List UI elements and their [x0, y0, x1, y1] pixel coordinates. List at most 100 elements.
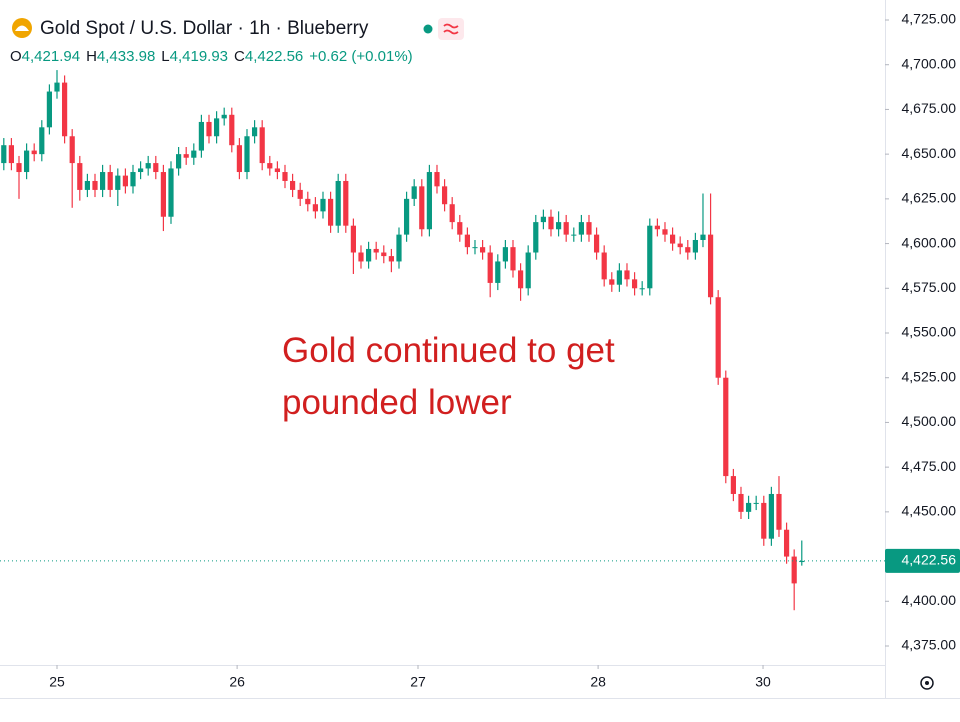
- candle-body: [707, 234, 714, 298]
- candle-body: [335, 180, 341, 226]
- candle-body: [525, 252, 531, 289]
- candle-body: [464, 234, 470, 248]
- candle-body: [609, 279, 615, 285]
- candle-body: [738, 493, 744, 512]
- candle-body: [631, 279, 638, 289]
- candle-body: [692, 239, 698, 253]
- candle-body: [259, 127, 265, 164]
- candle-body: [8, 145, 14, 164]
- candle-body: [191, 150, 197, 158]
- candle-body: [54, 82, 60, 92]
- candle-body: [381, 252, 387, 257]
- data-status-icon[interactable]: [438, 18, 464, 40]
- last-price-tag: [885, 548, 960, 573]
- y-tick-label: 4,450.00: [902, 503, 957, 519]
- candle-body: [449, 204, 455, 223]
- candle-body: [479, 247, 486, 253]
- candle-body: [92, 180, 98, 190]
- candle-body: [365, 248, 372, 262]
- annotation: Gold continued to get pounded lower: [282, 331, 615, 422]
- candle-body: [685, 247, 691, 253]
- candle-body: [533, 222, 539, 253]
- candle-body: [198, 121, 204, 151]
- candle-body: [555, 222, 562, 230]
- candle-body: [616, 270, 622, 285]
- settings-icon[interactable]: [920, 676, 934, 690]
- y-tick-label: 4,600.00: [902, 234, 957, 250]
- candle-body: [517, 270, 524, 289]
- candle-body: [251, 127, 258, 137]
- y-tick-label: 4,625.00: [902, 190, 957, 206]
- ohlc-prefix: O: [10, 48, 22, 65]
- candle-body: [495, 261, 501, 283]
- candle-body: [130, 172, 136, 187]
- candle-body: [783, 529, 790, 557]
- candle-body: [487, 252, 493, 283]
- candle-body: [137, 168, 144, 173]
- plot: [1, 70, 805, 611]
- x-tick-label: 30: [755, 674, 771, 690]
- logo-glyph: [15, 25, 29, 31]
- x-tick-label: 26: [229, 674, 245, 690]
- candle-body: [396, 234, 402, 262]
- candle-body: [677, 243, 683, 248]
- candle-body: [289, 180, 296, 190]
- candle-body: [69, 136, 75, 164]
- ohlc-value: 4,433.98: [97, 48, 155, 65]
- candle-body: [647, 225, 653, 289]
- y-tick-label: 4,375.00: [902, 637, 957, 653]
- candle-body: [563, 222, 569, 235]
- candle-body: [624, 270, 630, 280]
- candle-body: [312, 204, 318, 212]
- candle-body: [586, 222, 592, 235]
- candle-body: [267, 163, 273, 169]
- candle-body: [441, 186, 448, 205]
- y-tick-label: 4,575.00: [902, 279, 957, 295]
- candle-body: [183, 154, 189, 158]
- candle-body: [213, 118, 220, 137]
- candle-body: [122, 175, 128, 187]
- candle-body: [358, 252, 364, 262]
- candle-body: [593, 234, 600, 253]
- candle-body: [305, 198, 311, 205]
- candle-body: [457, 222, 463, 235]
- candle-body: [761, 502, 767, 539]
- candle-body: [282, 172, 288, 181]
- candle-body: [426, 172, 432, 230]
- candle-body: [99, 172, 106, 190]
- candle-body: [662, 229, 668, 235]
- candle-body: [601, 252, 607, 280]
- candle-body: [472, 247, 478, 249]
- candle-body: [540, 216, 546, 223]
- candle-body: [160, 172, 166, 217]
- candle-body: [274, 168, 280, 173]
- y-tick-label: 4,475.00: [902, 458, 957, 474]
- candle-body: [434, 172, 440, 187]
- candle-body: [221, 114, 227, 119]
- candle-body: [168, 168, 174, 217]
- candle-body: [654, 225, 660, 230]
- candle-body: [403, 198, 410, 235]
- candle-body: [799, 560, 805, 563]
- candle-body: [791, 556, 797, 584]
- candle-body: [571, 234, 577, 236]
- candle-body: [229, 114, 235, 146]
- candle-body: [16, 163, 22, 173]
- ohlc-prefix: C: [234, 48, 245, 65]
- candle-body: [388, 256, 394, 262]
- candle-body: [297, 189, 303, 199]
- candle-body: [327, 198, 334, 226]
- ohlc-legend: O4,421.94 H4,433.98 L4,419.93 C4,422.56 +0.6…: [10, 48, 413, 65]
- candle-body: [206, 121, 212, 137]
- candle-body: [510, 247, 516, 271]
- ohlc-value: 4,422.56: [245, 48, 303, 65]
- symbol-title: Gold Spot / U.S. Dollar · 1h · Blueberry: [40, 18, 369, 39]
- candle-body: [31, 150, 37, 155]
- candle-body: [61, 82, 68, 137]
- candle-body: [730, 476, 736, 494]
- candle-body: [236, 145, 242, 173]
- candle-body: [175, 154, 182, 169]
